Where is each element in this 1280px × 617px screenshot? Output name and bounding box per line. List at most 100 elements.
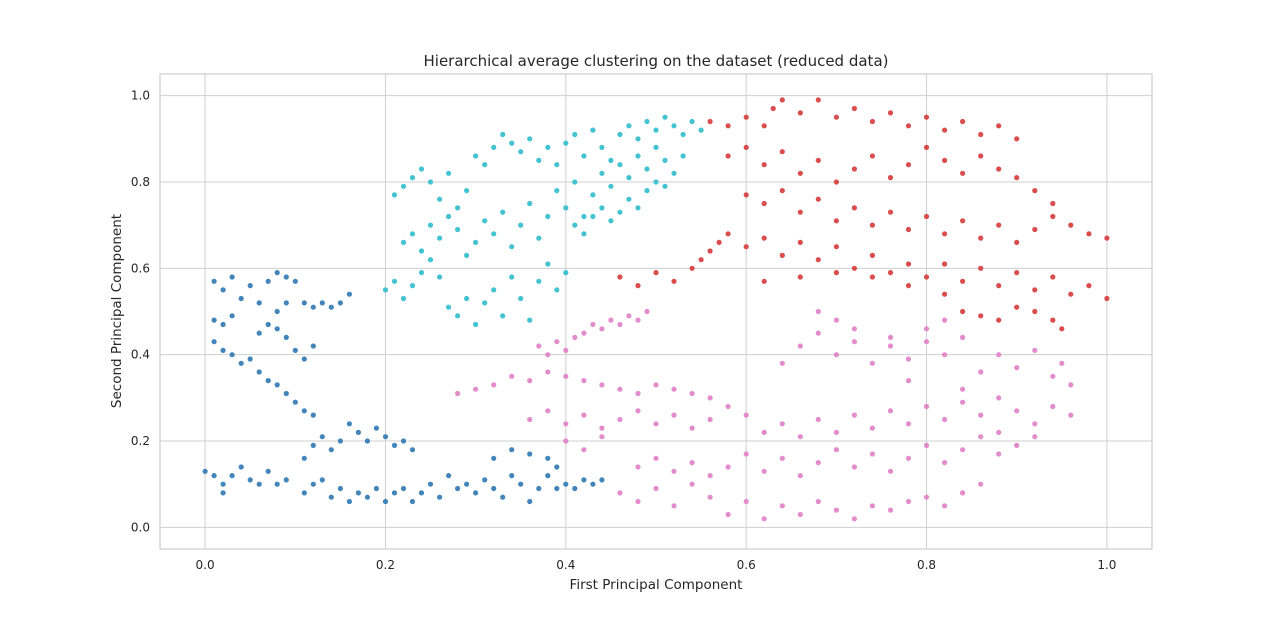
data-point	[554, 162, 560, 168]
data-point	[815, 308, 821, 315]
data-point	[996, 166, 1002, 172]
data-point	[391, 192, 398, 198]
data-point	[1050, 403, 1056, 410]
data-point	[464, 188, 470, 194]
data-point	[545, 144, 551, 150]
data-point	[491, 287, 497, 293]
data-point	[978, 153, 984, 159]
data-point	[391, 278, 398, 284]
y-tick-label: 0.6	[131, 261, 150, 275]
data-point	[1032, 347, 1038, 353]
data-point	[1050, 213, 1056, 220]
data-point	[563, 373, 569, 379]
data-point	[707, 118, 713, 125]
data-point	[554, 287, 560, 293]
data-point	[590, 213, 596, 220]
data-point	[923, 274, 930, 280]
data-point	[653, 382, 659, 388]
x-tick-label: 0.0	[196, 558, 215, 572]
data-point	[608, 218, 614, 224]
data-point	[653, 455, 659, 461]
data-point	[427, 179, 434, 185]
data-point	[265, 378, 271, 384]
data-point	[653, 421, 659, 427]
data-point	[851, 412, 858, 418]
data-point	[770, 105, 776, 112]
data-point	[590, 127, 596, 133]
data-point	[437, 274, 443, 280]
data-point	[960, 490, 966, 496]
data-point	[446, 170, 452, 176]
data-point	[337, 485, 343, 492]
data-point	[887, 468, 894, 474]
data-point	[554, 339, 560, 345]
data-point	[887, 175, 894, 181]
data-point	[265, 468, 271, 474]
data-point	[1032, 188, 1038, 194]
data-point	[238, 464, 244, 470]
data-point	[409, 447, 416, 453]
data-point	[247, 356, 253, 362]
data-point	[797, 209, 803, 215]
data-point	[211, 278, 217, 284]
data-point	[996, 395, 1002, 401]
data-point	[689, 460, 695, 466]
data-point	[283, 390, 289, 397]
data-point	[581, 378, 587, 384]
x-tick-label: 1.0	[1097, 558, 1116, 572]
data-point	[382, 434, 389, 440]
data-point	[274, 382, 280, 388]
data-point	[689, 118, 695, 125]
data-point	[509, 373, 515, 379]
data-point	[905, 283, 912, 289]
data-point	[960, 447, 966, 453]
data-point	[581, 447, 587, 453]
data-point	[409, 498, 416, 505]
data-point	[599, 477, 605, 483]
data-point	[292, 399, 298, 405]
data-point	[779, 97, 785, 103]
data-point	[797, 274, 803, 280]
data-point	[608, 183, 614, 189]
data-point	[869, 153, 876, 159]
data-point	[1104, 295, 1110, 302]
data-point	[1068, 412, 1074, 418]
data-point	[319, 300, 325, 306]
data-point	[545, 408, 551, 414]
y-tick-label: 0.8	[131, 175, 150, 189]
data-point	[364, 438, 370, 444]
data-point	[599, 326, 605, 332]
data-point	[1059, 326, 1065, 332]
data-point	[1032, 226, 1038, 233]
data-point	[382, 287, 389, 293]
data-point	[274, 270, 280, 276]
data-point	[482, 477, 488, 483]
data-point	[671, 170, 677, 176]
data-point	[978, 434, 984, 440]
data-point	[653, 179, 659, 185]
data-point	[869, 425, 876, 431]
data-point	[464, 252, 470, 258]
data-point	[833, 447, 840, 453]
data-point	[563, 270, 569, 276]
data-point	[527, 451, 533, 457]
data-point	[779, 503, 785, 509]
data-point	[563, 438, 569, 444]
data-point	[743, 412, 749, 418]
data-point	[310, 481, 316, 487]
data-point	[617, 416, 623, 423]
data-point	[319, 434, 325, 440]
data-point	[491, 144, 497, 150]
data-point	[851, 339, 858, 345]
data-point	[599, 205, 605, 211]
data-point	[743, 192, 749, 198]
data-point	[572, 179, 578, 185]
y-tick-label: 1.0	[131, 89, 150, 103]
data-point	[725, 123, 731, 129]
data-point	[1014, 442, 1020, 448]
data-point	[1014, 270, 1020, 276]
data-point	[923, 114, 930, 120]
data-point	[256, 481, 262, 487]
data-point	[725, 464, 731, 470]
data-point	[382, 498, 389, 505]
